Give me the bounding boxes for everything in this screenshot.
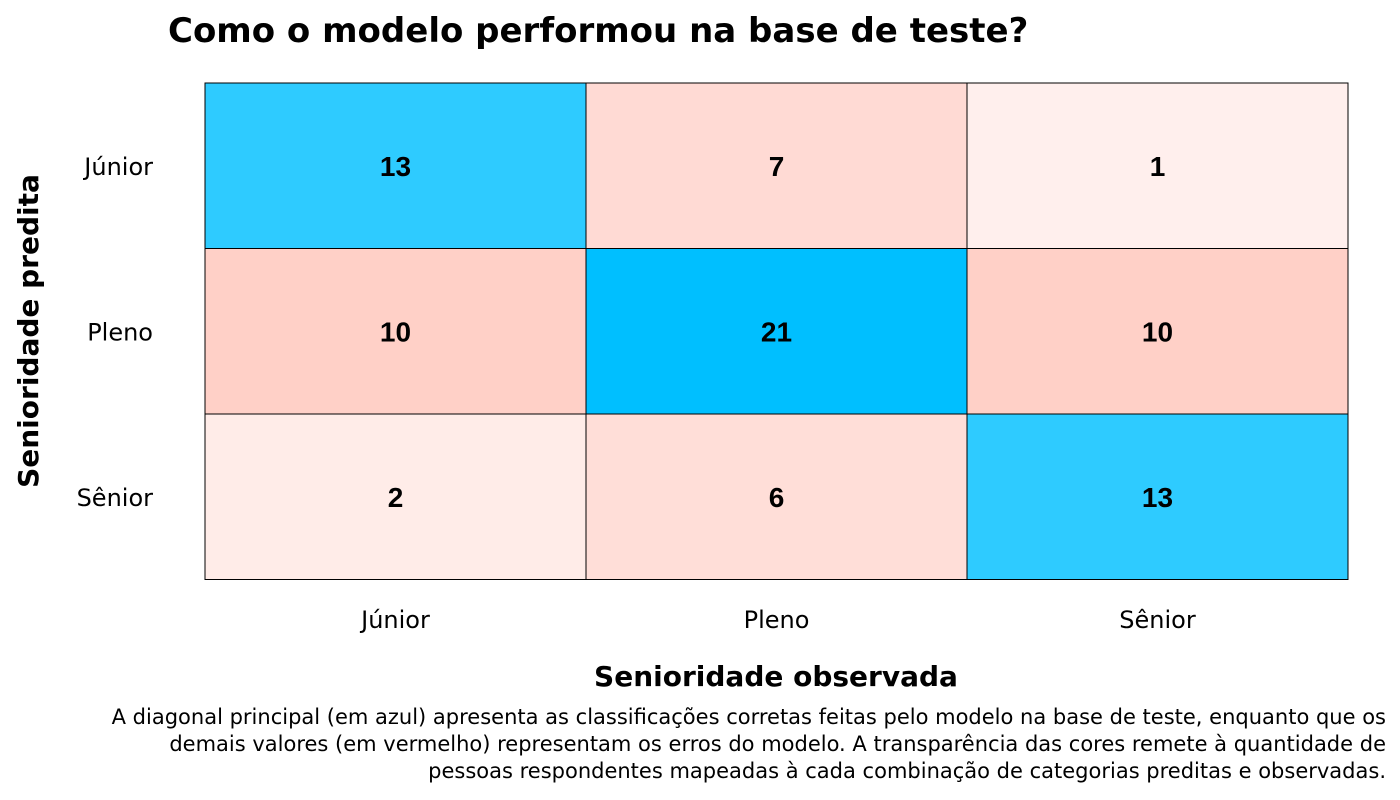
confusion-matrix-chart: Como o modelo performou na base de teste…	[12, 11, 1349, 693]
x-axis-title: Senioridade observada	[594, 660, 958, 693]
chart-title: Como o modelo performou na base de teste…	[168, 11, 1028, 51]
heatmap-cell-senior-pleno	[585, 413, 968, 580]
cell-value-label: 13	[380, 151, 411, 182]
y-tick-label: Pleno	[87, 318, 153, 346]
cell-value-label: 2	[388, 482, 404, 513]
chart-caption: A diagonal principal (em azul) apresenta…	[111, 705, 1386, 783]
y-tick-label: Sênior	[77, 484, 154, 512]
heatmap-cell-senior-senior	[966, 413, 1349, 580]
cell-value-label: 10	[380, 316, 411, 347]
heatmap-cell-junior-junior	[204, 82, 587, 249]
heatmap-cell-pleno-junior	[204, 248, 587, 415]
heatmap-cell-junior-pleno	[585, 82, 968, 249]
cell-value-label: 1	[1150, 151, 1166, 182]
cell-value-label: 10	[1142, 316, 1173, 347]
heatmap-cell-junior-senior	[966, 82, 1349, 249]
x-tick-labels: Júnior Pleno Sênior	[359, 606, 1196, 634]
heatmap-cell-senior-junior	[204, 413, 587, 580]
x-tick-label: Júnior	[359, 606, 430, 634]
heatmap-cell-pleno-pleno	[585, 248, 968, 415]
y-axis-title: Senioridade predita	[12, 174, 45, 488]
heatmap-cell-pleno-senior	[966, 248, 1349, 415]
x-tick-label: Sênior	[1119, 606, 1196, 634]
heatmap-cells	[204, 82, 1349, 580]
x-tick-label: Pleno	[744, 606, 810, 634]
cell-value-label: 6	[769, 482, 785, 513]
cell-value-label: 7	[769, 151, 785, 182]
y-tick-labels: Júnior Pleno Sênior	[77, 153, 154, 512]
cell-value-labels: 13 7 1 10 21 10 2 6 13	[380, 151, 1173, 513]
cell-value-label: 21	[761, 316, 792, 347]
y-tick-label: Júnior	[82, 153, 153, 181]
cell-value-label: 13	[1142, 482, 1173, 513]
